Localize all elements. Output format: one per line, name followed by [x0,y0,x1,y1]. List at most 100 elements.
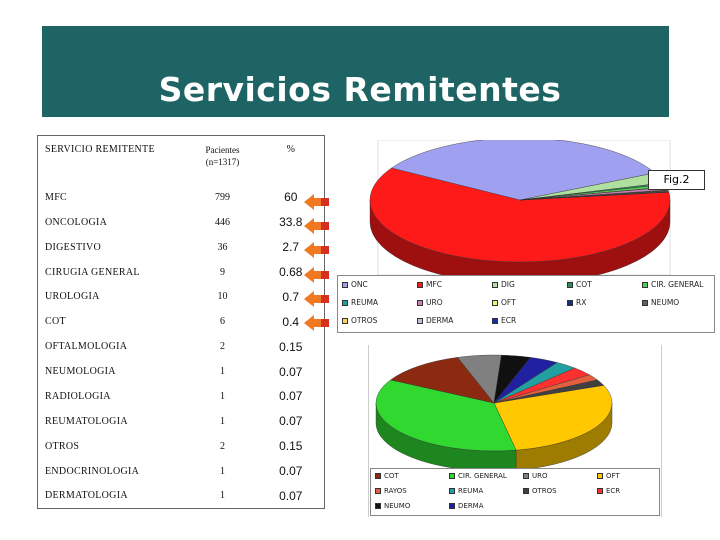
cell-patients: 2 [220,440,225,452]
cell-percent: 2.7 [282,240,300,255]
legend-swatch [342,299,348,306]
legend-label: CIR. GENERAL [651,280,704,289]
left-arrow-icon [304,267,329,283]
legend-swatch [567,299,573,306]
legend-swatch [642,281,648,288]
legend-swatch [597,488,603,494]
legend-swatch [492,281,498,288]
legend-item: NEUMO [642,298,679,307]
legend-label: ECR [501,316,517,325]
cell-percent: 60 [284,190,298,205]
table-row: ENDOCRINOLOGIA 1 0.07 [38,459,325,484]
cell-service: OFTALMOLOGIA [45,341,128,353]
cell-patients: 2 [220,341,225,353]
legend-label: DIG [501,280,515,289]
left-arrow-icon [304,315,329,331]
legend-label: RAYOS [384,487,407,495]
cell-patients: 799 [215,191,230,203]
cell-patients: 1 [220,390,225,402]
cell-percent: 0.68 [279,265,303,279]
header-service: SERVICIO REMITENTE [45,144,155,155]
pie-slice-onc [391,140,656,201]
cell-patients: 9 [220,266,225,278]
table-row: UROLOGIA 10 0.7 [38,284,325,309]
legend-swatch [375,488,381,494]
pie-chart-2-legend: COT CIR. GENERAL URO OFT RAYOS REUMA OTROS ECR N… [370,468,660,516]
legend-label: DERMA [458,502,484,510]
cell-service: ONCOLOGIA [45,216,108,228]
cell-percent: 0.07 [279,414,303,429]
legend-swatch [342,317,348,324]
legend-item: CIR. GENERAL [642,280,703,289]
table-row: MFC 799 60 [38,185,325,210]
legend-item: RX [567,298,586,307]
cell-patients: 10 [217,291,228,303]
cell-percent: 0.15 [279,439,303,454]
page-title: Servicios Remitentes [156,70,564,109]
table-row: REUMATOLOGIA 1 0.07 [38,409,325,434]
left-arrow-icon [304,218,329,234]
legend-swatch [417,317,423,324]
cell-percent: 0.07 [279,389,303,404]
legend-swatch [375,473,381,479]
pie-chart-1 [369,140,671,285]
legend-label: MFC [426,280,443,289]
cell-patients: 1 [220,415,225,427]
legend-item: OTROS [342,316,377,325]
pie-chart-1-legend: ONC MFC DIG COT CIR. GENERAL REUMA URO OFT RX NEU… [337,275,715,333]
legend-item: REUMA [342,298,378,307]
pie-slice-oft [493,385,613,451]
legend-item: OFT [492,298,516,307]
legend-label: COT [576,280,592,289]
table-row: RADIOLOGIA 1 0.07 [38,384,325,409]
table-row: OTROS 2 0.15 [38,434,325,459]
cell-service: NEUMOLOGIA [45,366,116,378]
pie-slice-cot [390,357,495,404]
pie-slice-cir-general [375,379,517,452]
legend-item: CIR. GENERAL [449,472,507,480]
legend-swatch [492,317,498,324]
legend-item: DIG [492,280,515,289]
header-patients-line2: (n=1317) [205,157,240,167]
legend-item: COT [375,472,399,480]
header-patients-line1: Pacientes [205,145,240,155]
legend-swatch [567,281,573,288]
header-patients: Pacientes (n=1317) [188,136,258,185]
legend-label: ECR [606,487,621,495]
legend-label: URO [426,298,443,307]
cell-patients: 1 [220,366,225,378]
legend-label: OFT [501,298,516,307]
legend-swatch [523,488,529,494]
legend-item: REUMA [449,487,483,495]
cell-service: DIGESTIVO [45,241,102,253]
legend-item: URO [417,298,443,307]
table-row: CIRUGIA GENERAL 9 0.68 [38,260,325,285]
legend-item: COT [567,280,592,289]
cell-percent: 33.8 [279,215,303,230]
left-arrow-icon [304,242,329,258]
legend-label: CIR. GENERAL [458,472,507,480]
table-row: DIGESTIVO 36 2.7 [38,235,325,260]
cell-patients: 1 [220,465,225,477]
pie-slice-mfc [369,167,671,263]
legend-swatch [642,299,648,306]
legend-label: URO [532,472,548,480]
legend-label: NEUMO [651,298,680,307]
legend-swatch [449,503,455,509]
legend-item: DERMA [449,502,484,510]
cell-percent: 0.07 [279,464,303,479]
legend-label: OTROS [532,487,557,495]
table-row: NEUMOLOGIA 1 0.07 [38,359,325,384]
cell-service: CIRUGIA GENERAL [45,266,140,278]
legend-label: REUMA [458,487,484,495]
cell-service: RADIOLOGIA [45,390,111,402]
cell-percent: 0.7 [282,289,300,304]
legend-swatch [523,473,529,479]
cell-patients: 1 [220,490,225,502]
cell-service: MFC [45,191,68,203]
cell-service: REUMATOLOGIA [45,415,128,427]
legend-label: OTROS [351,316,378,325]
legend-swatch [449,488,455,494]
pie-slice-ecr [519,191,670,201]
table-row: OFTALMOLOGIA 2 0.15 [38,334,325,359]
